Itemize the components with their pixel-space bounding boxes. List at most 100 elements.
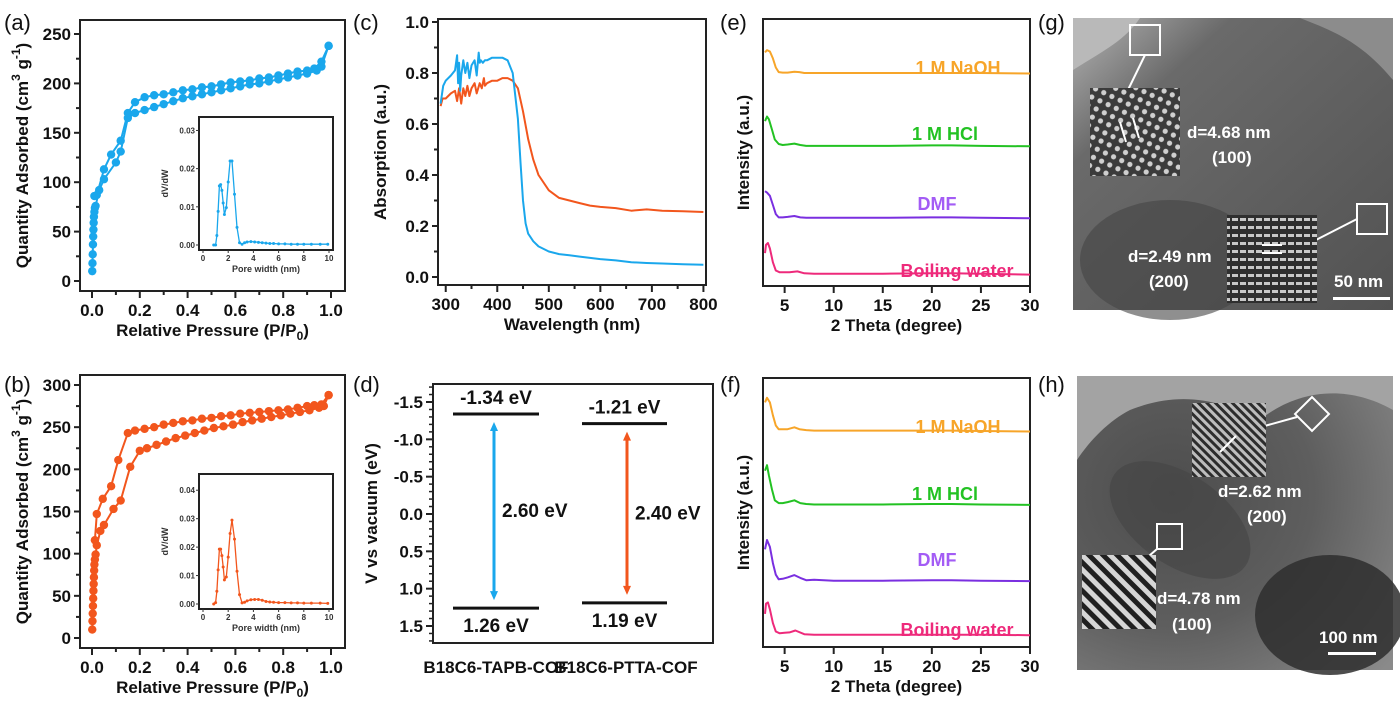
tem-scale-label: 50 nm — [1334, 272, 1383, 291]
tem-callout-line — [1260, 416, 1298, 428]
series-line-B18C6-PTTA-COF — [439, 77, 704, 213]
data-point-desorption — [310, 401, 319, 410]
panel-label-a: (a) — [4, 10, 31, 35]
y-axis-label: Quantity Adsorbed (cm3 g-1) — [9, 43, 32, 268]
x-tick-label: 20 — [922, 657, 941, 676]
data-point-desorption — [255, 74, 264, 83]
inset-data-point — [238, 593, 242, 597]
y-tick-label: 0 — [62, 272, 71, 291]
y-tick-label: 0.4 — [405, 166, 429, 185]
data-point-desorption — [169, 88, 178, 97]
cb-energy-label: -1.34 eV — [460, 388, 532, 409]
inset-x-tick-label: 4 — [251, 613, 256, 622]
data-point-adsorption — [109, 504, 118, 514]
data-point-adsorption — [140, 105, 149, 115]
series-line-adsorption — [91, 45, 330, 272]
data-point-desorption — [159, 90, 168, 99]
inset-y-axis-label: dV/dW — [160, 527, 170, 555]
data-point-desorption — [293, 403, 302, 412]
y-tick-label: 1.0 — [405, 13, 429, 32]
data-point-adsorption — [88, 259, 97, 268]
inset-data-point — [238, 241, 242, 245]
inset-data-point — [216, 209, 220, 213]
x-tick-label: 15 — [873, 657, 892, 676]
inset-data-point — [235, 569, 239, 573]
inset-data-point — [220, 554, 224, 558]
data-point-adsorption — [257, 414, 266, 423]
inset-data-point — [243, 600, 247, 604]
y-tick-label: 0.2 — [405, 217, 429, 236]
inset-y-axis-label: dV/dW — [160, 169, 170, 197]
data-point-adsorption — [116, 147, 125, 156]
x-tick-label: 30 — [1021, 296, 1040, 315]
inset-data-point — [214, 601, 218, 605]
data-point-desorption — [226, 411, 235, 420]
tem-d-spacing-label: d=4.68 nm — [1187, 123, 1271, 142]
data-point-adsorption — [89, 225, 98, 234]
x-tick-label: 0.6 — [224, 301, 248, 320]
y-tick-label: 100 — [43, 545, 71, 564]
inset-data-point — [230, 159, 234, 163]
inset-data-point — [224, 206, 228, 210]
inset-data-point — [226, 180, 230, 184]
y-tick-label: 150 — [43, 503, 71, 522]
data-point-desorption — [99, 165, 109, 174]
data-point-desorption — [123, 108, 133, 118]
inset-x-tick-label: 6 — [276, 254, 281, 263]
data-point-desorption — [207, 413, 216, 423]
tem-measure-mark — [1219, 435, 1237, 453]
axes-frame — [762, 377, 1031, 648]
y-tick-label: 300 — [43, 376, 71, 395]
x-tick-label: 20 — [922, 296, 941, 315]
panel-label-d: (d) — [353, 372, 380, 397]
tem-dark-region — [1109, 461, 1251, 579]
inset-y-tick-label: 0.03 — [179, 126, 195, 135]
data-point-desorption — [90, 535, 100, 545]
y-tick-label: -1.0 — [394, 430, 423, 449]
x-tick-label: 600 — [586, 295, 614, 314]
panel-label-c: (c) — [353, 10, 379, 35]
x-tick-label: 1.0 — [319, 301, 343, 320]
series-label: 1 M HCl — [912, 484, 978, 504]
y-tick-label: 0.5 — [399, 542, 423, 561]
inset-data-point — [264, 241, 268, 245]
data-point-desorption — [235, 409, 245, 418]
data-point-adsorption — [142, 444, 152, 453]
data-point-adsorption — [130, 108, 140, 118]
series-line-Boiling water — [764, 242, 1031, 276]
inset-y-tick-label: 0.02 — [179, 543, 195, 552]
inset-y-tick-label: 0.01 — [179, 572, 195, 581]
y-tick-label: 150 — [43, 124, 71, 143]
tem-plane-label: (200) — [1247, 507, 1287, 526]
inset-x-tick-label: 10 — [325, 613, 334, 622]
inset-y-tick-label: 0.00 — [179, 241, 195, 250]
tem-plane-label: (100) — [1172, 615, 1212, 634]
data-point-desorption — [324, 390, 333, 400]
data-point-desorption — [283, 405, 293, 414]
y-axis-label: Intensity (a.u.) — [734, 455, 753, 570]
inset-data-point — [219, 547, 223, 551]
inset-data-point — [245, 240, 249, 244]
data-point-desorption — [302, 66, 312, 75]
x-tick-label: 25 — [971, 657, 990, 676]
inset-data-point — [253, 240, 257, 244]
inset-data-point — [245, 599, 249, 603]
panel-label-h: (h) — [1038, 372, 1065, 397]
series-label: Boiling water — [900, 261, 1013, 281]
data-point-desorption — [106, 482, 116, 491]
series-label: Boiling water — [900, 620, 1013, 640]
inset-data-point — [240, 242, 244, 246]
tem-image-h: d=2.62 nm (200) d=4.78 nm (100) 100 nm — [1077, 376, 1400, 675]
inset-data-point — [222, 578, 226, 582]
data-point-desorption — [317, 400, 326, 409]
vb-energy-label: 1.26 eV — [463, 616, 529, 637]
inset-data-point — [260, 241, 264, 245]
data-point-desorption — [149, 91, 159, 100]
series-line-DMF — [764, 539, 1031, 583]
data-point-desorption — [235, 77, 245, 86]
x-tick-label: 0.2 — [128, 658, 152, 677]
data-point-desorption — [159, 420, 168, 429]
axes-frame — [762, 18, 1031, 287]
